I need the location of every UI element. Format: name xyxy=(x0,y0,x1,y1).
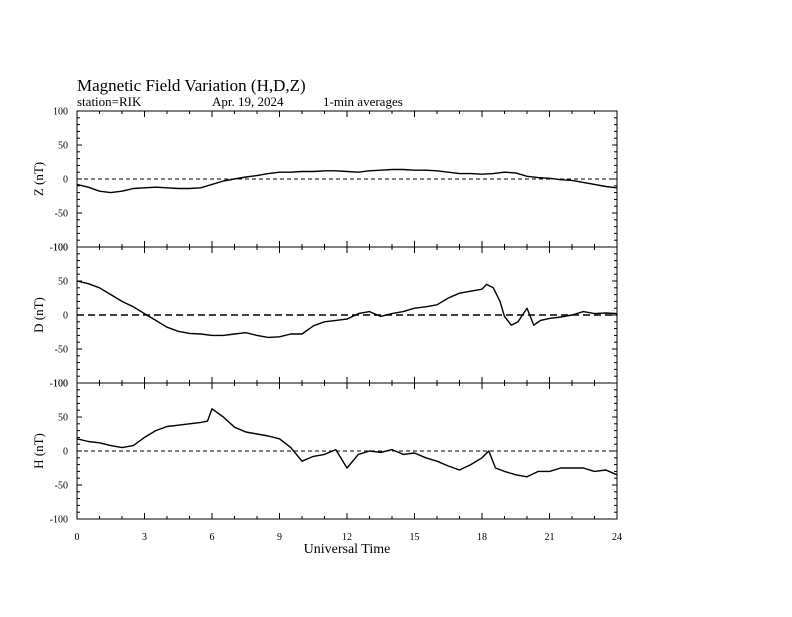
ytick-label-d: 0 xyxy=(63,311,68,322)
series-line-z xyxy=(76,168,618,194)
ytick-label-h: 100 xyxy=(53,379,68,390)
ytick-label-h: -100 xyxy=(50,515,68,526)
ytick-label-z: 50 xyxy=(58,141,68,152)
ytick-label-h: 0 xyxy=(63,447,68,458)
ytick-label-z: 0 xyxy=(63,175,68,186)
ytick-label-d: -100 xyxy=(50,379,68,390)
ytick-label-z: -50 xyxy=(55,209,68,220)
averaging-label: 1-min averages xyxy=(323,94,403,109)
xtick-label: 3 xyxy=(142,532,147,543)
xtick-label: 21 xyxy=(545,532,555,543)
ylabel-z: Z (nT) xyxy=(31,162,46,196)
ytick-label-d: 100 xyxy=(53,243,68,254)
xtick-label: 24 xyxy=(612,532,622,543)
xtick-label: 9 xyxy=(277,532,282,543)
xtick-label: 12 xyxy=(342,532,352,543)
ytick-label-d: 50 xyxy=(58,277,68,288)
ytick-label-d: -50 xyxy=(55,345,68,356)
ylabel-d: D (nT) xyxy=(31,297,46,333)
chart-title: Magnetic Field Variation (H,D,Z) xyxy=(77,76,306,95)
ytick-label-h: -50 xyxy=(55,481,68,492)
date-label: Apr. 19, 2024 xyxy=(212,94,284,109)
ytick-label-z: 100 xyxy=(53,107,68,118)
xlabel: Universal Time xyxy=(304,542,391,557)
xtick-label: 6 xyxy=(210,532,215,543)
xtick-label: 18 xyxy=(477,532,487,543)
xtick-label: 15 xyxy=(410,532,420,543)
series-line-h xyxy=(76,408,618,478)
station-label: station=RIK xyxy=(77,94,142,109)
ytick-label-z: -100 xyxy=(50,243,68,254)
panels-group: 100 50 0 -50 -100 Z (nT) 100 50 0 -50 -100 D (nT) 10… xyxy=(31,107,622,558)
ytick-label-h: 50 xyxy=(58,413,68,424)
series-line-d xyxy=(76,280,618,339)
ylabel-h: H (nT) xyxy=(31,433,46,469)
xtick-label: 0 xyxy=(75,532,80,543)
